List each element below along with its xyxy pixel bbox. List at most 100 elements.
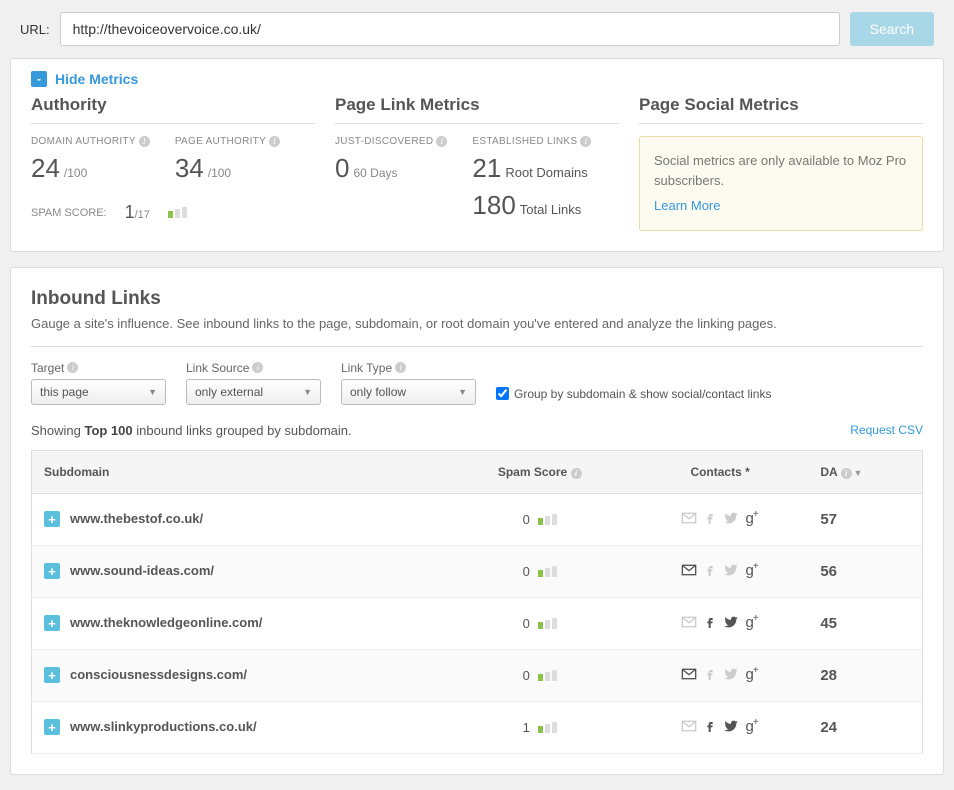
info-icon: i	[571, 468, 582, 479]
twitter-icon[interactable]	[723, 666, 739, 682]
showing-text: Showing Top 100 inbound links grouped by…	[31, 423, 352, 438]
da-value: 57	[808, 493, 922, 545]
social-title: Page Social Metrics	[639, 95, 923, 124]
request-csv-link[interactable]: Request CSV	[850, 423, 923, 437]
subdomain-link[interactable]: consciousnessdesigns.com/	[70, 667, 247, 682]
facebook-icon[interactable]	[702, 614, 718, 630]
facebook-icon[interactable]	[702, 510, 718, 526]
expand-icon[interactable]: +	[44, 719, 60, 735]
info-icon[interactable]: i	[395, 362, 406, 373]
link-type-label: Link Type	[341, 361, 392, 375]
search-button[interactable]: Search	[850, 12, 934, 46]
twitter-icon[interactable]	[723, 718, 739, 734]
info-icon[interactable]: i	[252, 362, 263, 373]
table-row: +consciousnessdesigns.com/0g+28	[32, 649, 923, 701]
url-input[interactable]	[60, 12, 840, 46]
social-section: Page Social Metrics Social metrics are o…	[639, 95, 923, 231]
table-row: + www.sound-ideas.com/0 g+ 56	[32, 545, 923, 597]
info-icon[interactable]: i	[269, 136, 280, 147]
inbound-table: Subdomain Spam Score i Contacts * DA i▼ …	[31, 450, 923, 754]
spam-value: 0	[523, 616, 530, 631]
mail-icon[interactable]	[681, 510, 697, 526]
page-authority-max: /100	[208, 166, 231, 180]
facebook-icon[interactable]	[702, 562, 718, 578]
mail-icon[interactable]	[681, 718, 697, 734]
da-value: 24	[808, 701, 922, 753]
expand-icon[interactable]: +	[44, 667, 60, 683]
subdomain-link[interactable]: www.slinkyproductions.co.uk/	[70, 719, 257, 734]
learn-more-link[interactable]: Learn More	[654, 196, 908, 216]
spam-bars-icon	[538, 722, 557, 733]
target-label: Target	[31, 361, 64, 375]
info-icon[interactable]: i	[580, 136, 591, 147]
twitter-icon[interactable]	[723, 614, 739, 630]
expand-icon[interactable]: +	[44, 511, 60, 527]
twitter-icon[interactable]	[723, 562, 739, 578]
th-contacts[interactable]: Contacts *	[632, 450, 808, 493]
group-by-input[interactable]	[496, 387, 509, 400]
page-link-title: Page Link Metrics	[335, 95, 619, 124]
spam-bars-icon	[168, 207, 187, 218]
google-plus-icon[interactable]: g+	[744, 614, 760, 630]
total-links-suffix: Total Links	[520, 202, 581, 217]
social-notice: Social metrics are only available to Moz…	[639, 136, 923, 231]
group-by-label: Group by subdomain & show social/contact…	[514, 387, 771, 401]
facebook-icon[interactable]	[702, 718, 718, 734]
page-link-section: Page Link Metrics JUST-DISCOVEREDi 0 60 …	[335, 95, 619, 231]
spam-bars-icon	[538, 514, 557, 525]
just-discovered-label: JUST-DISCOVERED	[335, 136, 433, 147]
table-row: + www.theknowledgeonline.com/0 g+ 45	[32, 597, 923, 649]
social-msg: Social metrics are only available to Moz…	[654, 153, 906, 188]
subdomain-link[interactable]: www.theknowledgeonline.com/	[70, 615, 262, 630]
th-spam[interactable]: Spam Score i	[447, 450, 631, 493]
metrics-card: - Hide Metrics Authority DOMAIN AUTHORIT…	[10, 58, 944, 252]
link-type-dropdown[interactable]: only follow▼	[341, 379, 476, 405]
info-icon[interactable]: i	[67, 362, 78, 373]
hide-metrics-toggle[interactable]: - Hide Metrics	[11, 59, 943, 95]
spam-value: 0	[523, 564, 530, 579]
google-plus-icon[interactable]: g+	[744, 666, 760, 682]
spam-bars-icon	[538, 670, 557, 681]
spam-score-max: /17	[135, 209, 150, 221]
th-subdomain[interactable]: Subdomain	[32, 450, 448, 493]
twitter-icon[interactable]	[723, 510, 739, 526]
spam-score-value: 1	[125, 202, 135, 222]
google-plus-icon[interactable]: g+	[744, 562, 760, 578]
table-row: +www.thebestof.co.uk/0g+57	[32, 493, 923, 545]
link-source-label: Link Source	[186, 361, 249, 375]
url-bar: URL: Search	[0, 0, 954, 58]
mail-icon[interactable]	[681, 666, 697, 682]
mail-icon[interactable]	[681, 562, 697, 578]
group-by-checkbox[interactable]: Group by subdomain & show social/contact…	[496, 387, 771, 405]
domain-authority-max: /100	[64, 166, 87, 180]
target-dropdown[interactable]: this page ▼	[31, 379, 166, 405]
spam-score-label: SPAM SCORE:	[31, 207, 107, 219]
hide-metrics-label: Hide Metrics	[55, 71, 138, 87]
subdomain-link[interactable]: www.sound-ideas.com/	[70, 563, 214, 578]
da-value: 45	[808, 597, 922, 649]
chevron-down-icon: ▼	[148, 387, 157, 397]
spam-bars-icon	[538, 566, 557, 577]
inbound-card: Inbound Links Gauge a site's influence. …	[10, 267, 944, 775]
page-authority-value: 34	[175, 153, 204, 184]
mail-icon[interactable]	[681, 614, 697, 630]
domain-authority-value: 24	[31, 153, 60, 184]
expand-icon[interactable]: +	[44, 563, 60, 579]
facebook-icon[interactable]	[702, 666, 718, 682]
chevron-down-icon: ▼	[303, 387, 312, 397]
expand-icon[interactable]: +	[44, 615, 60, 631]
info-icon[interactable]: i	[436, 136, 447, 147]
google-plus-icon[interactable]: g+	[744, 718, 760, 734]
link-source-dropdown[interactable]: only external▼	[186, 379, 321, 405]
just-discovered-value: 0	[335, 153, 349, 184]
google-plus-icon[interactable]: g+	[744, 510, 760, 526]
chevron-down-icon: ▼	[458, 387, 467, 397]
info-icon: i	[841, 468, 852, 479]
da-value: 56	[808, 545, 922, 597]
info-icon[interactable]: i	[139, 136, 150, 147]
subdomain-link[interactable]: www.thebestof.co.uk/	[70, 511, 203, 526]
target-value: this page	[40, 385, 89, 399]
minus-icon: -	[31, 71, 47, 87]
authority-title: Authority	[31, 95, 315, 124]
th-da[interactable]: DA i▼	[808, 450, 922, 493]
